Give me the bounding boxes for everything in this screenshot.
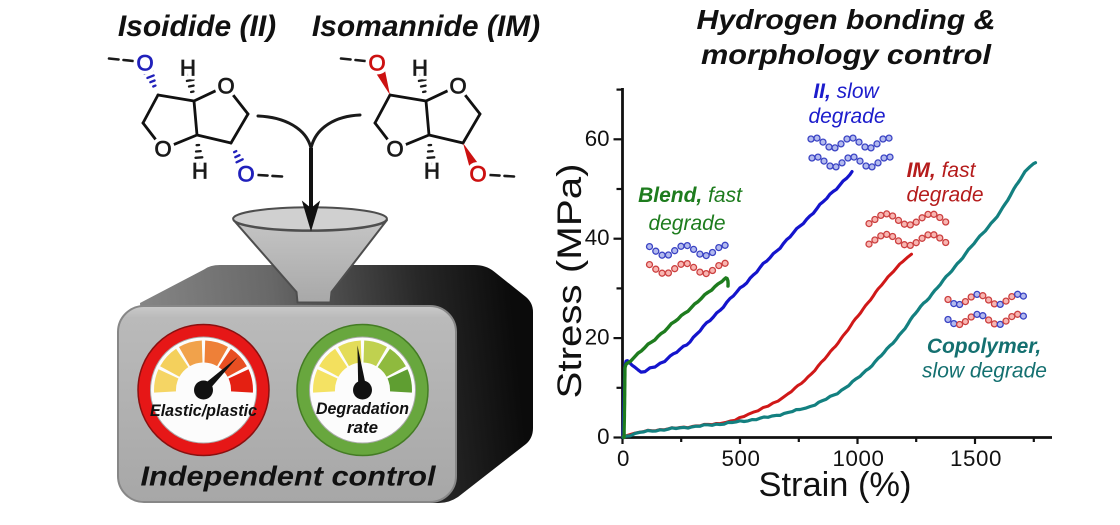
svg-text:O: O — [237, 162, 254, 187]
svg-text:1500: 1500 — [950, 446, 1002, 471]
svg-text:0: 0 — [617, 446, 630, 471]
svg-text:O: O — [449, 74, 466, 99]
svg-text:O: O — [469, 162, 486, 187]
svg-text:O: O — [368, 51, 385, 76]
svg-text:II, slow: II, slow — [813, 80, 880, 103]
svg-text:O: O — [217, 74, 234, 99]
svg-text:Copolymer,: Copolymer, — [927, 335, 1041, 358]
svg-text:Strain (%): Strain (%) — [759, 466, 912, 504]
svg-text:H: H — [180, 56, 196, 81]
svg-text:morphology control: morphology control — [701, 39, 992, 70]
svg-text:O: O — [136, 51, 153, 76]
svg-text:Hydrogen bonding &: Hydrogen bonding & — [697, 4, 996, 35]
svg-text:O: O — [154, 137, 171, 162]
svg-text:Stress (MPa): Stress (MPa) — [551, 164, 589, 399]
svg-text:Degradation: Degradation — [316, 400, 409, 418]
svg-text:Blend, fast: Blend, fast — [638, 184, 743, 207]
svg-text:Isomannide (IM): Isomannide (IM) — [312, 10, 540, 43]
svg-text:Independent control: Independent control — [141, 461, 438, 492]
svg-text:Elastic/plastic: Elastic/plastic — [150, 402, 257, 420]
svg-text:slow degrade: slow degrade — [922, 360, 1047, 383]
svg-text:O: O — [386, 137, 403, 162]
svg-text:degrade: degrade — [648, 212, 725, 235]
svg-text:500: 500 — [721, 446, 760, 471]
svg-text:IM, fast: IM, fast — [907, 159, 977, 182]
svg-text:degrade: degrade — [906, 184, 983, 207]
svg-text:60: 60 — [585, 126, 610, 151]
svg-text:rate: rate — [347, 419, 378, 437]
svg-text:H: H — [412, 56, 428, 81]
svg-text:degrade: degrade — [808, 105, 885, 128]
svg-text:H: H — [192, 159, 208, 184]
svg-text:Isoidide (II): Isoidide (II) — [118, 10, 276, 43]
svg-text:H: H — [424, 159, 440, 184]
svg-text:0: 0 — [597, 424, 609, 449]
